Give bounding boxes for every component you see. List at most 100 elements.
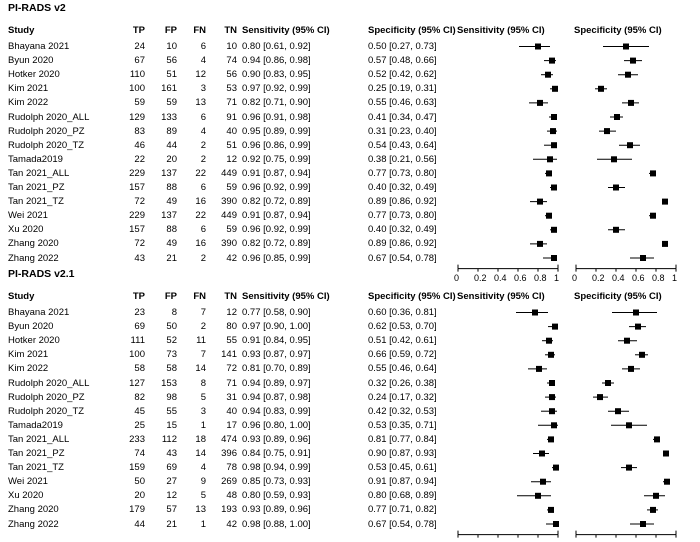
header-tp: TP bbox=[132, 291, 145, 302]
row-fn: 5 bbox=[200, 391, 206, 403]
row-tp: 229 bbox=[129, 210, 145, 222]
row-fn: 14 bbox=[195, 448, 206, 459]
row-tn: 42 bbox=[226, 518, 237, 530]
row-specificity: 0.38 [0.21, 0.56] bbox=[368, 153, 437, 165]
sens-axis-tick-label: 0.6 bbox=[514, 272, 527, 283]
header-study: Study bbox=[8, 291, 35, 302]
row-tp: 67 bbox=[134, 55, 145, 67]
row-specificity: 0.67 [0.54, 0.78] bbox=[368, 518, 437, 530]
spec-point-estimate bbox=[650, 170, 656, 177]
row-fp: 52 bbox=[166, 335, 177, 347]
row-study: Wei 2021 bbox=[8, 210, 48, 222]
row-tn: 390 bbox=[221, 196, 237, 208]
row-study: Tan 2021_PZ bbox=[8, 448, 65, 459]
sens-point-estimate bbox=[548, 436, 554, 443]
row-tp: 110 bbox=[129, 69, 145, 81]
row-tn: 193 bbox=[221, 504, 237, 516]
row-tp: 82 bbox=[134, 391, 145, 403]
row-sensitivity: 0.93 [0.89, 0.96] bbox=[242, 504, 311, 516]
header-plot-specificity: Specificity (95% CI) bbox=[574, 291, 662, 302]
row-sensitivity: 0.96 [0.86, 0.99] bbox=[242, 139, 311, 151]
spec-point-estimate bbox=[624, 337, 630, 344]
row-sensitivity: 0.81 [0.70, 0.89] bbox=[242, 363, 311, 375]
spec-point-estimate bbox=[597, 394, 603, 401]
row-tn: 48 bbox=[226, 490, 237, 502]
row-fn: 12 bbox=[195, 69, 206, 81]
panel-title: PI-RADS v2.1 bbox=[8, 268, 75, 280]
row-specificity: 0.53 [0.45, 0.61] bbox=[368, 462, 437, 474]
row-tn: 53 bbox=[226, 83, 237, 95]
row-fn: 8 bbox=[200, 377, 206, 389]
header-plot-specificity: Specificity (95% CI) bbox=[574, 25, 662, 36]
row-fp: 43 bbox=[166, 448, 177, 459]
spec-point-estimate bbox=[615, 408, 621, 415]
row-study: Tan 2021_TZ bbox=[8, 462, 64, 474]
sens-point-estimate bbox=[553, 464, 559, 471]
header-study: Study bbox=[8, 25, 35, 36]
row-specificity: 0.55 [0.46, 0.64] bbox=[368, 363, 437, 375]
row-fp: 88 bbox=[166, 182, 177, 193]
spec-point-estimate bbox=[640, 521, 646, 527]
row-fp: 27 bbox=[166, 476, 177, 488]
row-tn: 449 bbox=[221, 167, 237, 179]
row-specificity: 0.89 [0.86, 0.92] bbox=[368, 196, 437, 208]
spec-point-estimate bbox=[664, 478, 670, 485]
spec-point-estimate bbox=[625, 71, 631, 78]
sens-point-estimate bbox=[535, 43, 541, 50]
row-fp: 59 bbox=[166, 97, 177, 109]
sens-axis-tick-label: 0.8 bbox=[534, 272, 547, 283]
row-fp: 8 bbox=[171, 307, 177, 318]
row-tn: 474 bbox=[221, 433, 237, 445]
spec-point-estimate bbox=[663, 450, 669, 457]
row-sensitivity: 0.91 [0.84, 0.95] bbox=[242, 335, 311, 347]
row-fp: 20 bbox=[166, 153, 177, 165]
row-sensitivity: 0.94 [0.86, 0.98] bbox=[242, 55, 311, 67]
row-fn: 1 bbox=[200, 419, 206, 431]
sens-point-estimate bbox=[551, 114, 557, 120]
row-fn: 2 bbox=[200, 139, 206, 151]
row-specificity: 0.57 [0.48, 0.66] bbox=[368, 55, 437, 67]
row-sensitivity: 0.84 [0.75, 0.91] bbox=[242, 448, 311, 459]
row-specificity: 0.77 [0.73, 0.80] bbox=[368, 210, 437, 222]
row-fp: 21 bbox=[166, 518, 177, 530]
row-tn: 71 bbox=[226, 377, 237, 389]
sens-point-estimate bbox=[551, 142, 557, 149]
row-specificity: 0.50 [0.27, 0.73] bbox=[368, 41, 437, 52]
row-sensitivity: 0.94 [0.87, 0.98] bbox=[242, 391, 311, 403]
row-sensitivity: 0.95 [0.89, 0.99] bbox=[242, 125, 311, 137]
row-study: Rudolph 2020_ALL bbox=[8, 377, 90, 389]
row-sensitivity: 0.97 [0.92, 0.99] bbox=[242, 83, 311, 95]
spec-point-estimate bbox=[605, 380, 611, 386]
row-study: Rudolph 2020_TZ bbox=[8, 405, 85, 417]
row-study: Rudolph 2020_ALL bbox=[8, 111, 90, 123]
sens-point-estimate bbox=[549, 380, 555, 386]
row-study: Tan 2021_PZ bbox=[8, 182, 65, 193]
spec-point-estimate bbox=[639, 351, 645, 358]
row-fn: 7 bbox=[200, 307, 206, 318]
row-study: Kim 2021 bbox=[8, 349, 49, 361]
row-study: Tamada2019 bbox=[8, 153, 63, 165]
row-tp: 100 bbox=[129, 349, 145, 361]
row-tp: 157 bbox=[129, 182, 145, 193]
row-fn: 7 bbox=[200, 349, 206, 361]
row-fp: 161 bbox=[161, 83, 177, 95]
row-study: Hotker 2020 bbox=[8, 69, 60, 81]
row-fn: 6 bbox=[200, 111, 206, 123]
spec-point-estimate bbox=[614, 114, 620, 120]
row-tn: 91 bbox=[226, 111, 237, 123]
spec-point-estimate bbox=[630, 57, 636, 64]
row-tp: 100 bbox=[129, 83, 145, 95]
row-study: Byun 2020 bbox=[8, 55, 54, 67]
row-fp: 51 bbox=[166, 69, 177, 81]
row-study: Zhang 2020 bbox=[8, 238, 59, 250]
sens-point-estimate bbox=[537, 198, 543, 205]
sens-point-estimate bbox=[549, 57, 555, 64]
row-tp: 179 bbox=[129, 504, 145, 516]
row-tn: 12 bbox=[226, 153, 237, 165]
row-fp: 133 bbox=[161, 111, 177, 123]
row-fn: 6 bbox=[200, 224, 206, 236]
header-sensitivity: Sensitivity (95% CI) bbox=[242, 291, 330, 302]
row-fn: 16 bbox=[195, 238, 206, 250]
row-tn: 141 bbox=[221, 349, 237, 361]
row-tp: 72 bbox=[134, 196, 145, 208]
